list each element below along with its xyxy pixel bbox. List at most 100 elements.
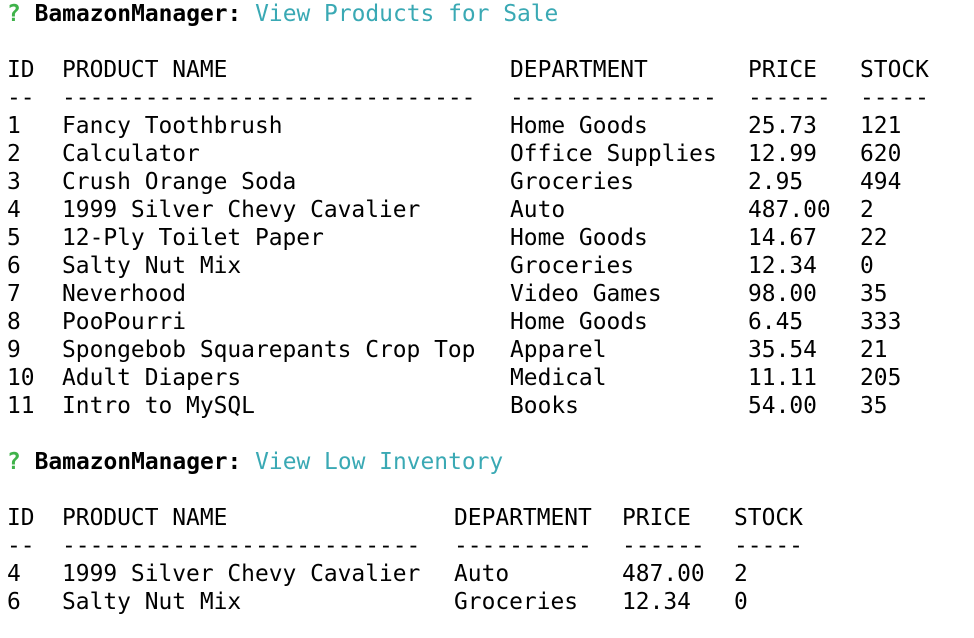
cell-stock: 35 <box>860 393 888 419</box>
table-row: 1 Fancy Toothbrush Home Goods 25.73 121 <box>0 112 974 140</box>
prompt-question-mark: ? <box>7 1 21 27</box>
cell-price: 12.34 <box>748 253 817 279</box>
cell-price: 11.11 <box>748 365 817 391</box>
table-row: 2 Calculator Office Supplies 12.99 620 <box>0 140 974 168</box>
cell-stock: 620 <box>860 141 902 167</box>
cell-department: Auto <box>454 561 510 587</box>
table-row: 6 Salty Nut Mix Groceries 12.34 0 <box>0 588 974 616</box>
prompt-label: BamazonManager: <box>34 1 242 27</box>
cell-id: 1 <box>7 113 21 139</box>
cell-stock: 0 <box>860 253 874 279</box>
prompt-label: BamazonManager: <box>34 449 242 475</box>
table-row: 11 Intro to MySQL Books 54.00 35 <box>0 392 974 420</box>
header-id: ID <box>7 505 35 531</box>
cell-id: 8 <box>7 309 21 335</box>
cell-product-name: 1999 Silver Chevy Cavalier <box>62 197 421 223</box>
table-separator-row: ----------------------------------------… <box>0 84 974 112</box>
header-stock: STOCK <box>734 505 803 531</box>
prompt-line: ? BamazonManager: View Low Inventory <box>7 448 503 476</box>
cell-department: Home Goods <box>510 113 648 139</box>
cell-price: 54.00 <box>748 393 817 419</box>
cell-product-name: Calculator <box>62 141 200 167</box>
table-row: 3 Crush Orange Soda Groceries 2.95 494 <box>0 168 974 196</box>
separator-product-name: ------------------------------ <box>62 85 476 111</box>
cell-product-name: Intro to MySQL <box>62 393 255 419</box>
cell-product-name: Fancy Toothbrush <box>62 113 283 139</box>
table-row: 4 1999 Silver Chevy Cavalier Auto 487.00 2 <box>0 560 974 588</box>
separator-department: ---------- <box>454 533 592 559</box>
header-price: PRICE <box>622 505 691 531</box>
cell-stock: 0 <box>734 589 748 615</box>
cell-id: 2 <box>7 141 21 167</box>
header-department: DEPARTMENT <box>510 57 648 83</box>
cell-product-name: 1999 Silver Chevy Cavalier <box>62 561 421 587</box>
cell-price: 12.99 <box>748 141 817 167</box>
table-row: 5 12-Ply Toilet Paper Home Goods 14.67 22 <box>0 224 974 252</box>
cell-id: 3 <box>7 169 21 195</box>
cell-price: 6.45 <box>748 309 804 335</box>
header-id: ID <box>7 57 35 83</box>
cell-department: Medical <box>510 365 607 391</box>
table-row: 9 Spongebob Squarepants Crop Top Apparel 35… <box>0 336 974 364</box>
cell-stock: 2 <box>734 561 748 587</box>
cell-department: Office Supplies <box>510 141 717 167</box>
header-product-name: PRODUCT NAME <box>62 57 228 83</box>
cell-stock: 333 <box>860 309 902 335</box>
table-row: 10 Adult Diapers Medical 11.11 205 <box>0 364 974 392</box>
cell-department: Home Goods <box>510 225 648 251</box>
header-product-name: PRODUCT NAME <box>62 505 228 531</box>
cell-id: 4 <box>7 197 21 223</box>
cell-stock: 494 <box>860 169 902 195</box>
cell-product-name: Neverhood <box>62 281 187 307</box>
cell-price: 14.67 <box>748 225 817 251</box>
cell-id: 11 <box>7 393 35 419</box>
cell-product-name: Salty Nut Mix <box>62 589 242 615</box>
cell-price: 25.73 <box>748 113 817 139</box>
cell-department: Groceries <box>454 589 579 615</box>
prompt-answer: View Products for Sale <box>255 1 559 27</box>
header-stock: STOCK <box>860 57 929 83</box>
cell-product-name: PooPourri <box>62 309 187 335</box>
table-header-row: ID PRODUCT NAME DEPARTMENT PRICE STOCK <box>0 56 974 84</box>
cell-department: Groceries <box>510 253 635 279</box>
header-department: DEPARTMENT <box>454 505 592 531</box>
header-price: PRICE <box>748 57 817 83</box>
separator-stock: ----- <box>860 85 929 111</box>
separator-price: ------ <box>748 85 831 111</box>
cell-department: Auto <box>510 197 566 223</box>
cell-product-name: Salty Nut Mix <box>62 253 242 279</box>
cell-id: 9 <box>7 337 21 363</box>
cell-id: 10 <box>7 365 35 391</box>
cell-stock: 22 <box>860 225 888 251</box>
cell-department: Books <box>510 393 579 419</box>
table-row: 4 1999 Silver Chevy Cavalier Auto 487.00 2 <box>0 196 974 224</box>
cell-department: Home Goods <box>510 309 648 335</box>
separator-price: ------ <box>622 533 705 559</box>
prompt-line: ? BamazonManager: View Products for Sale <box>7 0 558 28</box>
cell-price: 35.54 <box>748 337 817 363</box>
cell-product-name: 12-Ply Toilet Paper <box>62 225 324 251</box>
cell-price: 487.00 <box>622 561 705 587</box>
cell-product-name: Spongebob Squarepants Crop Top <box>62 337 476 363</box>
separator-department: --------------- <box>510 85 717 111</box>
cell-stock: 21 <box>860 337 888 363</box>
prompt-question-mark: ? <box>7 449 21 475</box>
table-row: 8 PooPourri Home Goods 6.45 333 <box>0 308 974 336</box>
cell-price: 2.95 <box>748 169 804 195</box>
separator-id: -- <box>7 85 35 111</box>
table-separator-row: ----------------------------------------… <box>0 532 974 560</box>
cell-department: Groceries <box>510 169 635 195</box>
cell-department: Video Games <box>510 281 662 307</box>
table-header-row: ID PRODUCT NAME DEPARTMENT PRICE STOCK <box>0 504 974 532</box>
cell-id: 6 <box>7 253 21 279</box>
cell-stock: 205 <box>860 365 902 391</box>
cell-product-name: Crush Orange Soda <box>62 169 297 195</box>
cell-id: 6 <box>7 589 21 615</box>
cell-department: Apparel <box>510 337 607 363</box>
separator-stock: ----- <box>734 533 803 559</box>
cell-id: 4 <box>7 561 21 587</box>
separator-product-name: -------------------------- <box>62 533 421 559</box>
cell-stock: 2 <box>860 197 874 223</box>
prompt-answer: View Low Inventory <box>255 449 504 475</box>
cell-stock: 121 <box>860 113 902 139</box>
